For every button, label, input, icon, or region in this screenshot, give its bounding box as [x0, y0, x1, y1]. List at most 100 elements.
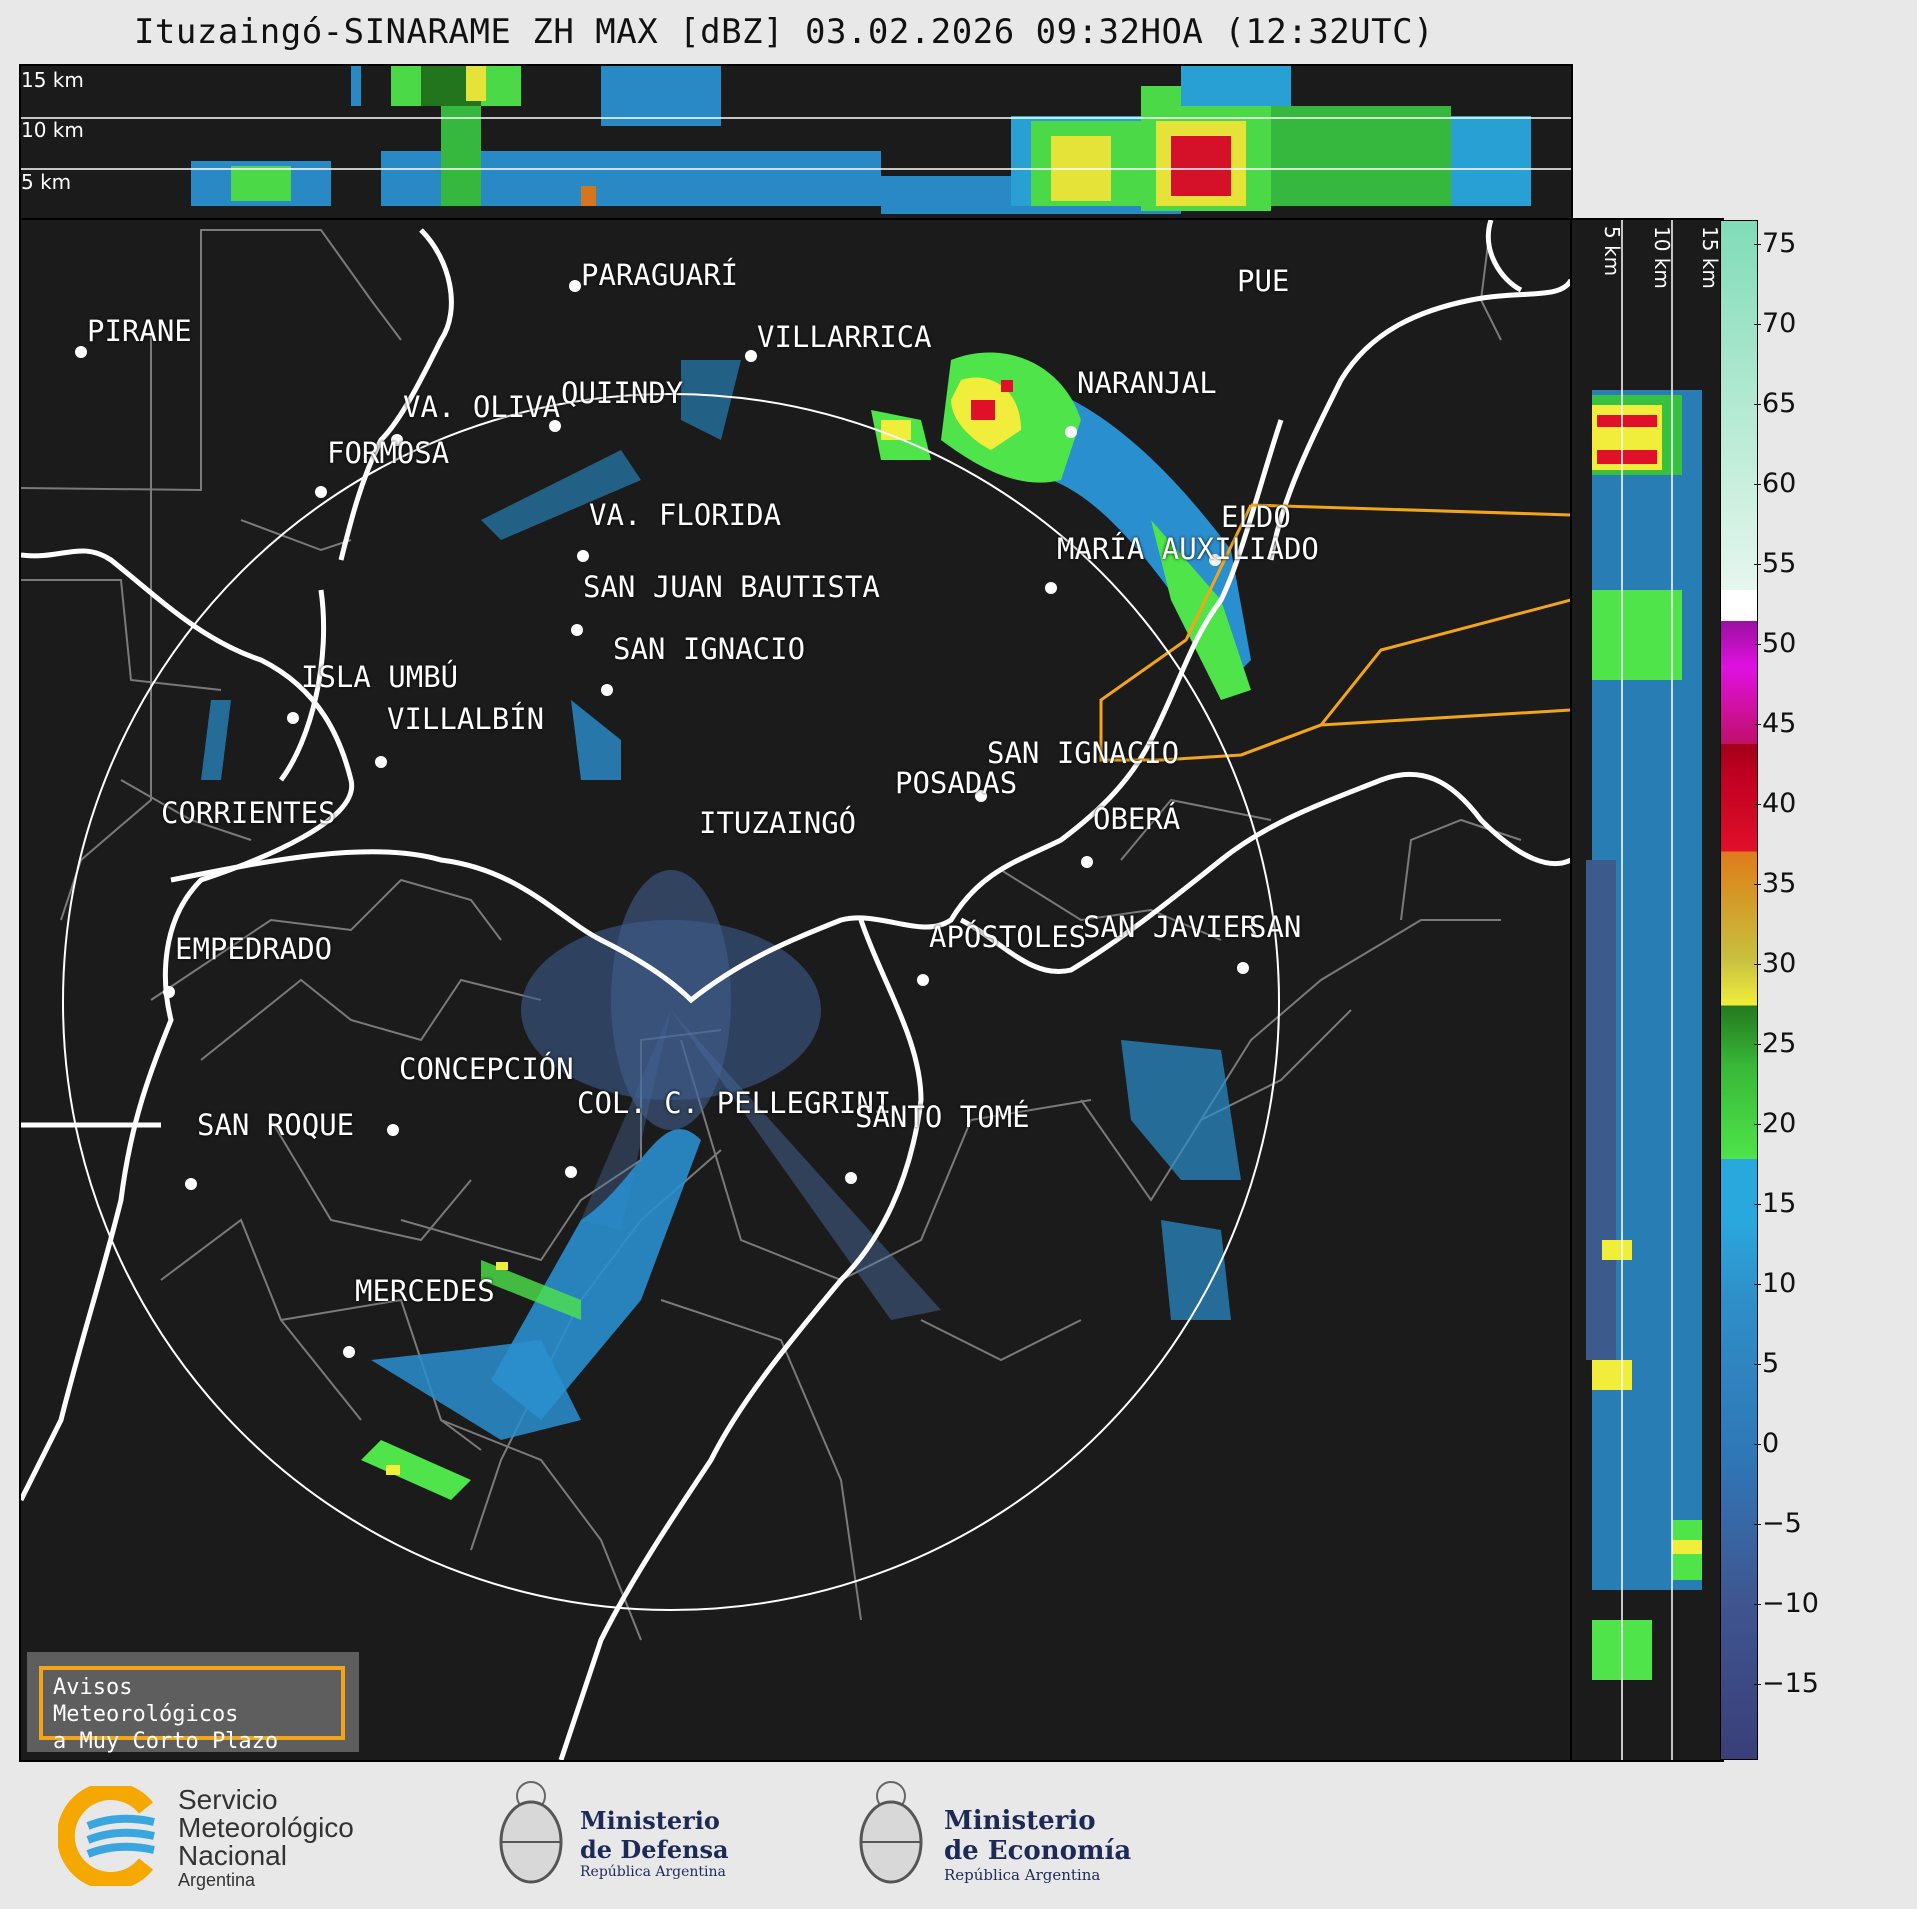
dbz-colorbar — [1720, 220, 1758, 1760]
city-label-quiindy: QUIINDY — [561, 376, 684, 410]
city-dot — [343, 1346, 355, 1358]
city-dot — [577, 550, 589, 562]
city-label-naranjal: NARANJAL — [1077, 366, 1217, 400]
colorbar-tick: −10 — [1754, 1588, 1819, 1619]
city-label-formosa: FORMOSA — [327, 436, 450, 470]
smn-logo: Servicio Meteorológico Nacional Argentin… — [58, 1784, 388, 1890]
economia-line-2: de Economía — [944, 1836, 1132, 1866]
radar-range-ring — [62, 393, 1280, 1611]
radar-map: PARAGUARÍ PIRANE VILLARRICA QUIINDY VA. … — [19, 218, 1573, 1762]
colorbar-tick: 65 — [1753, 388, 1797, 419]
city-label-maria-auxiliadora: MARÍA AUXILIADO — [1057, 532, 1319, 566]
smn-line-1: Servicio — [178, 1784, 278, 1815]
city-label-apostoles: APÓSTOLES — [929, 920, 1087, 954]
colorbar-tick: 10 — [1753, 1268, 1797, 1299]
city-dot — [75, 346, 87, 358]
city-label-eldo: ELDO — [1221, 500, 1291, 534]
precipitation-echoes — [201, 352, 1251, 1500]
colorbar-tick: 25 — [1753, 1028, 1797, 1059]
city-label-ituzaingo: ITUZAINGÓ — [699, 806, 857, 840]
defensa-line-3: República Argentina — [580, 1864, 726, 1880]
warning-notice[interactable]: Avisos Meteorológicos a Muy Corto Plazo — [27, 1652, 359, 1754]
side-cross-section: 5 km 10 km 15 km — [1570, 218, 1724, 1762]
notice-line-2: a Muy Corto Plazo — [53, 1729, 279, 1754]
colorbar-tick: 20 — [1753, 1108, 1797, 1139]
city-label-paraguari: PARAGUARÍ — [581, 258, 739, 292]
colorbar-tick: 40 — [1753, 788, 1797, 819]
city-dot — [601, 684, 613, 696]
city-label-corrientes: CORRIENTES — [161, 796, 336, 830]
city-dot — [1081, 856, 1093, 868]
colorbar-tick: 70 — [1753, 308, 1797, 339]
colorbar-tick: 0 — [1753, 1428, 1780, 1459]
smn-logo-icon — [58, 1786, 155, 1886]
colorbar-tick: −15 — [1754, 1668, 1819, 1699]
city-label-va-florida: VA. FLORIDA — [589, 498, 782, 532]
city-dot — [391, 434, 403, 446]
city-dot — [1237, 962, 1249, 974]
city-label-san-ignacio-ar: SAN IGNACIO — [987, 736, 1180, 770]
city-label-san-juan-bautista: SAN JUAN BAUTISTA — [583, 570, 880, 604]
city-label-va-oliva: VA. OLIVA — [403, 390, 561, 424]
economia-line-1: Ministerio — [944, 1806, 1096, 1836]
city-label-santo-tome: SANTO TOMÉ — [855, 1100, 1030, 1134]
city-dot — [185, 1178, 197, 1190]
city-dot — [163, 986, 175, 998]
city-label-san-javier: SAN JAVIER — [1083, 910, 1258, 944]
city-label-pue: PUE — [1237, 264, 1290, 298]
city-dot — [975, 790, 987, 802]
defensa-line-2: de Defensa — [580, 1835, 729, 1864]
side-label-10km: 10 km — [1650, 226, 1674, 289]
map-title: Ituzaingó-SINARAME ZH MAX [dBZ] 03.02.20… — [133, 12, 1435, 52]
city-dot — [549, 420, 561, 432]
city-dot — [569, 280, 581, 292]
city-dot — [387, 1124, 399, 1136]
smn-line-2: Meteorológico — [178, 1812, 354, 1843]
rivers — [21, 220, 1571, 1760]
city-label-san-roque: SAN ROQUE — [197, 1108, 355, 1142]
economia-line-3: República Argentina — [944, 1866, 1101, 1884]
radar-map-graphics — [21, 220, 1571, 1760]
colorbar-tick: 75 — [1753, 228, 1797, 259]
city-label-san-ignacio-py: SAN IGNACIO — [613, 632, 806, 666]
side-label-5km: 5 km — [1600, 226, 1624, 277]
smn-line-3: Nacional — [178, 1840, 287, 1871]
colorbar-tick: 35 — [1753, 868, 1797, 899]
city-label-villalbin: VILLALBÍN — [387, 702, 545, 736]
colorbar-tick: −5 — [1754, 1508, 1802, 1539]
smn-line-4: Argentina — [178, 1870, 256, 1890]
defensa-logo: Ministerio de Defensa República Argentin… — [496, 1776, 756, 1896]
city-label-villarrica: VILLARRICA — [757, 320, 932, 354]
colorbar-tick: 30 — [1753, 948, 1797, 979]
warning-polygons — [1099, 503, 1571, 762]
city-dot — [375, 756, 387, 768]
colorbar-tick: 50 — [1753, 628, 1797, 659]
city-label-posadas: POSADAS — [895, 766, 1018, 800]
colorbar-tick: 55 — [1753, 548, 1797, 579]
city-label-isla-umbu: ISLA UMBÚ — [301, 660, 459, 694]
city-label-san: SAN — [1249, 910, 1302, 944]
city-dot — [565, 1166, 577, 1178]
city-dot — [845, 1172, 857, 1184]
city-dot — [1045, 582, 1057, 594]
top-label-5km: 5 km — [21, 170, 72, 194]
city-label-col-c-pellegrini: COL. C. PELLEGRINI — [577, 1086, 892, 1120]
notice-line-1: Avisos Meteorológicos — [53, 1675, 239, 1727]
warning-notice-box[interactable]: Avisos Meteorológicos a Muy Corto Plazo — [39, 1666, 345, 1754]
city-label-obera: OBERÁ — [1093, 802, 1181, 836]
colorbar-tick: 45 — [1753, 708, 1797, 739]
side-cross-section-echoes — [1586, 220, 1702, 1760]
argentina-coat-of-arms-icon — [859, 1781, 923, 1884]
colorbar-tick: 5 — [1753, 1348, 1780, 1379]
economia-logo: Ministerio de Economía República Argenti… — [856, 1776, 1146, 1896]
defensa-line-1: Ministerio — [580, 1806, 720, 1835]
top-cross-section: 15 km 10 km 5 km — [19, 64, 1573, 220]
city-dot — [571, 624, 583, 636]
city-dot — [745, 350, 757, 362]
colorbar-tick: 60 — [1753, 468, 1797, 499]
city-label-mercedes: MERCEDES — [355, 1274, 495, 1308]
top-label-15km: 15 km — [21, 68, 84, 92]
city-dot — [287, 712, 299, 724]
top-cross-section-echoes — [21, 66, 1571, 214]
argentina-coat-of-arms-icon — [499, 1781, 563, 1884]
